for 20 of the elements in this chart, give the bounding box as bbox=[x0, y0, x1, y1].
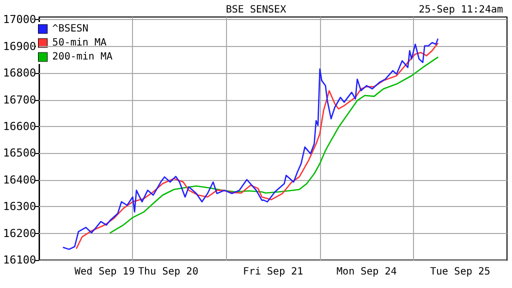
y-tick-label: 16500 bbox=[2, 146, 36, 160]
y-tick-label: 16100 bbox=[2, 254, 36, 266]
y-tick-label: 16200 bbox=[2, 226, 36, 240]
y-tick-label: 16300 bbox=[2, 200, 36, 214]
y-tick-label: 16400 bbox=[2, 173, 36, 186]
x-tick-label: Fri Sep 21 bbox=[242, 266, 304, 278]
y-tick-label: 16900 bbox=[2, 40, 36, 53]
chart-title: BSE SENSEX bbox=[226, 4, 286, 16]
y-tick-label: 16600 bbox=[2, 120, 36, 133]
y-tick-label: 16800 bbox=[2, 66, 36, 80]
x-tick-label: Mon Sep 24 bbox=[336, 266, 397, 278]
x-tick-label: Thu Sep 20 bbox=[138, 266, 198, 278]
y-tick-label: 16700 bbox=[2, 93, 36, 106]
legend-label: 50-min MA bbox=[52, 38, 106, 48]
y-tick-label: 17000 bbox=[2, 13, 36, 26]
legend-label: 200-min MA bbox=[52, 52, 113, 62]
chart-subtitle: 25-Sep 11:24am bbox=[418, 4, 504, 16]
x-tick-label: Tue Sep 25 bbox=[430, 266, 490, 278]
x-tick-label: Wed Sep 19 bbox=[74, 266, 135, 278]
legend-label: ^BSESN bbox=[52, 24, 88, 34]
